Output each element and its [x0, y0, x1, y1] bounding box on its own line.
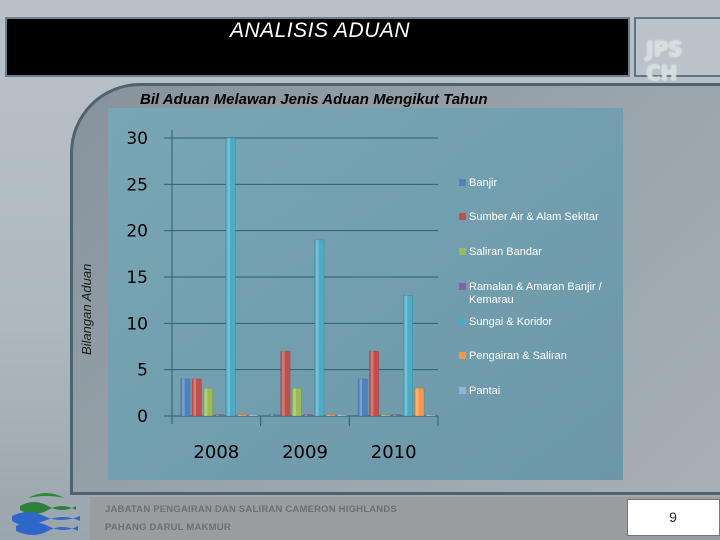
- logo-box: JPS CH: [634, 17, 720, 85]
- bar-2009-1: [269, 414, 280, 417]
- bar-highlight: [404, 295, 408, 416]
- x-tick-label: 2010: [371, 442, 417, 463]
- bar-2008-4: [214, 414, 225, 417]
- bar-highlight: [182, 378, 185, 416]
- y-tick-label: 5: [137, 361, 148, 381]
- bar-highlight: [382, 414, 385, 416]
- bar-highlight: [393, 414, 396, 416]
- bar-highlight: [270, 414, 274, 416]
- legend-swatch: [459, 283, 466, 290]
- bar-highlight: [282, 351, 285, 416]
- footer-bar: [90, 497, 720, 540]
- bar-highlight: [238, 414, 242, 416]
- legend-label: Pantai: [469, 385, 500, 397]
- bar-2008-5: [225, 137, 236, 417]
- bar-2009-5: [314, 239, 325, 417]
- bar-2008-7: [248, 414, 259, 417]
- legend-label: Banjir: [469, 177, 497, 189]
- bar-highlight: [359, 378, 363, 416]
- bar-highlight: [427, 414, 430, 416]
- bar-highlight: [293, 388, 296, 416]
- bar-2008-3: [203, 387, 214, 417]
- x-tick-label: 2009: [282, 442, 328, 463]
- legend-swatch: [459, 387, 466, 394]
- bar-2010-1: [357, 378, 368, 417]
- legend-swatch: [459, 248, 466, 255]
- y-tick-label: 15: [126, 268, 148, 288]
- jps-logo: JPS CH: [646, 37, 683, 85]
- bar-2010-7: [425, 414, 436, 417]
- legend-swatch: [459, 352, 466, 359]
- page-number-box: 9: [627, 499, 720, 536]
- y-tick-label: 10: [126, 314, 148, 334]
- bar-highlight: [193, 378, 196, 416]
- legend-swatch: [459, 318, 466, 325]
- legend-label: Saliran Bandar: [469, 246, 542, 258]
- bar-2009-6: [325, 414, 336, 417]
- bar-2008-1: [180, 378, 191, 417]
- legend-swatch: [459, 213, 466, 220]
- legend-label: Pengairan & Saliran: [469, 350, 567, 362]
- bar-highlight: [216, 414, 219, 416]
- legend-swatch: [459, 179, 466, 186]
- bar-2008-6: [236, 414, 247, 417]
- bar-2009-3: [291, 387, 302, 417]
- legend-label: Sungai & Koridor: [469, 316, 552, 328]
- bar-2009-4: [303, 414, 313, 417]
- bar-highlight: [327, 414, 330, 416]
- plot-background: [108, 108, 623, 480]
- y-tick-label: 25: [126, 175, 148, 195]
- bar-highlight: [204, 388, 208, 416]
- bar-highlight: [416, 388, 419, 416]
- bar-highlight: [316, 239, 319, 416]
- wave-logo-icon: [12, 493, 80, 535]
- bar-2010-2: [369, 350, 380, 417]
- bar-highlight: [338, 414, 342, 416]
- page-number: 9: [669, 509, 677, 525]
- bar-highlight: [249, 414, 253, 416]
- x-tick-label: 2008: [193, 442, 239, 463]
- bar-2010-5: [402, 295, 413, 417]
- bar-2008-2: [191, 378, 202, 417]
- footer-org-name: JABATAN PENGAIRAN DAN SALIRAN CAMERON HI…: [105, 504, 397, 515]
- legend-label: Sumber Air & Alam Sekitar: [469, 211, 599, 223]
- bar-2010-4: [391, 414, 402, 417]
- bar-2010-6: [414, 387, 425, 417]
- legend-label: Ramalan & Amaran Banjir / Kemarau: [469, 281, 603, 306]
- title-bar: [5, 17, 630, 77]
- footer-org-state: PAHANG DARUL MAKMUR: [105, 522, 231, 533]
- y-tick-label: 20: [126, 222, 148, 242]
- bar-highlight: [370, 351, 374, 416]
- bar-2009-7: [336, 414, 347, 417]
- bar-highlight: [227, 138, 230, 416]
- bar-2009-2: [280, 350, 291, 417]
- slide-title: ANALISIS ADUAN: [229, 19, 411, 42]
- bar-2010-3: [380, 414, 391, 417]
- y-tick-label: 30: [126, 129, 148, 149]
- bar-highlight: [304, 414, 308, 416]
- chart-title: Bil Aduan Melawan Jenis Aduan Mengikut T…: [140, 91, 488, 108]
- y-tick-label: 0: [137, 407, 148, 427]
